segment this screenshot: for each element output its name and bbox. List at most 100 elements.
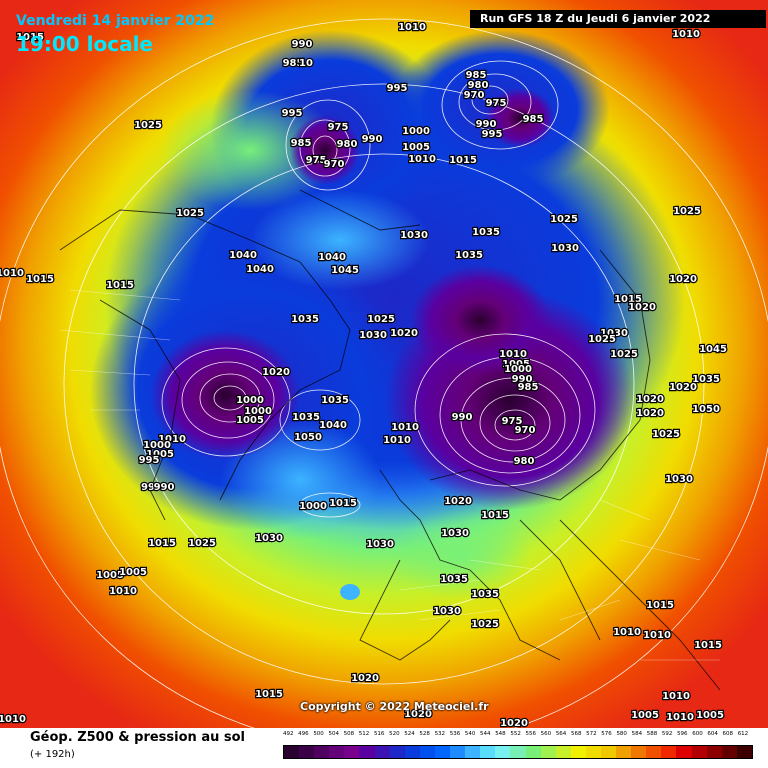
scale-label: 592	[661, 731, 673, 737]
scale-label: 564	[555, 731, 567, 737]
isobar-label: 1030	[359, 330, 387, 341]
isobar-label: 1040	[318, 252, 346, 263]
isobar-label: 1010	[0, 714, 26, 725]
scale-label: 568	[570, 731, 582, 737]
isobar-label: 1005	[696, 710, 724, 721]
scale-swatch	[314, 746, 330, 758]
scale-label: 604	[707, 731, 718, 737]
isobar-label: 1030	[600, 328, 628, 339]
isobar-label: 1015	[148, 538, 176, 549]
isobar-label: 990	[512, 374, 533, 385]
scale-swatch	[389, 746, 405, 758]
scale-label: 524	[404, 731, 415, 737]
isobar-label: 1015	[26, 274, 54, 285]
scale-swatch	[434, 746, 451, 758]
isobar-label: 1005	[119, 567, 147, 578]
forecast-local-time: 19:00 locale	[16, 32, 153, 56]
color-scale: 492 496 500 504 508 512 516 520 524 528 532 536 540 5…	[283, 731, 753, 761]
isobar-label: 1050	[692, 404, 720, 415]
isobar-label: 1035	[292, 412, 320, 423]
isobar-label: 1025	[367, 314, 395, 325]
geopotential-map: 1010 1015 1010 990 985 10 985 980 970 975 995 995 10…	[0, 0, 768, 728]
isobar-label: 990	[292, 39, 313, 50]
isobar-label: 1010	[408, 154, 436, 165]
isobar-label: 1010	[499, 349, 527, 360]
isobar-label: 985	[291, 138, 312, 149]
isobar-label: 1030	[366, 539, 394, 550]
isobar-label: 990	[154, 482, 175, 493]
isobar-label: 1035	[692, 374, 720, 385]
isobar-label: 980	[468, 80, 489, 91]
isobar-label: 980	[337, 139, 358, 150]
isobar-label: 1020	[390, 328, 418, 339]
isobar-label: 1025	[134, 120, 162, 131]
isobar-label: 1035	[472, 227, 500, 238]
isobar-label: 1015	[16, 32, 44, 43]
isobar-label: 1030	[551, 243, 579, 254]
isobar-label: 1015	[614, 294, 642, 305]
isobar-label: 1010	[0, 268, 24, 279]
isobar-label: 1000	[299, 501, 327, 512]
isobar-label: 1030	[400, 230, 428, 241]
isobar-label: 1025	[588, 334, 616, 345]
scale-swatch	[359, 746, 375, 758]
scale-label: 548	[495, 731, 506, 737]
isobar-label: 1050	[294, 432, 322, 443]
isobar-label: 990	[476, 119, 497, 130]
isobar-label: 1010	[672, 29, 700, 40]
scale-swatch	[299, 746, 315, 758]
scale-label: 532	[434, 731, 446, 737]
scale-swatch	[525, 746, 541, 758]
scale-swatch	[510, 746, 526, 758]
scale-swatch	[419, 746, 435, 758]
scale-swatch	[646, 746, 662, 758]
isobar-label: 1020	[669, 274, 697, 285]
isobar-label: 1030	[441, 528, 469, 539]
isobar-label: 975	[328, 122, 349, 133]
isobar-label: 1000	[236, 395, 264, 406]
scale-swatch	[480, 746, 496, 758]
isobar-label: 1045	[331, 265, 359, 276]
scale-label: 560	[540, 731, 552, 737]
scale-label: 528	[419, 731, 430, 737]
isobar-label: 10	[299, 58, 313, 69]
isobar-label: 1020	[669, 382, 697, 393]
isobar-label: 1015	[449, 155, 477, 166]
scale-swatch	[616, 746, 632, 758]
scale-swatch	[555, 746, 571, 758]
isobar-label: 1010	[158, 434, 186, 445]
scale-swatch	[570, 746, 586, 758]
isobar-label: 1025	[673, 206, 701, 217]
isobar-label: 1030	[255, 533, 283, 544]
scale-label: 576	[601, 731, 612, 737]
scale-swatch	[329, 746, 345, 758]
scale-swatch	[450, 746, 466, 758]
isobar-label: 1010	[391, 422, 419, 433]
scale-label: 492	[283, 731, 294, 737]
legend-subtitle: (+ 192h)	[30, 749, 75, 760]
scale-label: 520	[389, 731, 400, 737]
isobar-label: 1005	[96, 570, 124, 581]
isobar-label: 995	[139, 455, 160, 466]
isobar-label: 1020	[351, 673, 379, 684]
scale-label: 608	[722, 731, 734, 737]
isobar-label: 1000	[504, 364, 532, 375]
scale-label: 508	[343, 731, 355, 737]
scale-swatch	[374, 746, 390, 758]
isobar-label: 1025	[652, 429, 680, 440]
isobar-label: 1040	[246, 264, 274, 275]
isobar-label: 1010	[383, 435, 411, 446]
isobar-label: 1020	[636, 408, 664, 419]
isobar-label: 1035	[321, 395, 349, 406]
isobar-label: 1020	[404, 709, 432, 720]
isobar-label: 1005	[236, 415, 264, 426]
isobar-label: 1005	[631, 710, 659, 721]
scale-swatch	[691, 746, 707, 758]
isobar-label: 1010	[666, 712, 694, 723]
isobar-label: 1025	[176, 208, 204, 219]
scale-label: 500	[313, 731, 324, 737]
scale-label: 596	[677, 731, 688, 737]
scale-label: 584	[631, 731, 643, 737]
scale-swatch	[540, 746, 556, 758]
